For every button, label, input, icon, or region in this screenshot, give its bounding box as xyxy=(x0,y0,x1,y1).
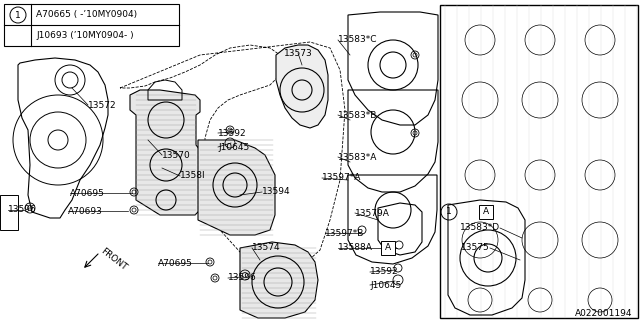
Text: 13597*A: 13597*A xyxy=(322,173,362,182)
Text: 13596: 13596 xyxy=(8,205,36,214)
Text: 13592: 13592 xyxy=(218,129,246,138)
Text: 13592: 13592 xyxy=(370,268,399,276)
Text: J10645: J10645 xyxy=(370,281,401,290)
Polygon shape xyxy=(276,45,328,128)
Text: A: A xyxy=(385,244,391,252)
Bar xyxy=(479,205,493,219)
Bar xyxy=(4,4,179,46)
Text: A70665 ( -’10MY0904): A70665 ( -’10MY0904) xyxy=(36,10,137,19)
Text: A022001194: A022001194 xyxy=(575,308,632,317)
Text: 13596: 13596 xyxy=(228,274,257,283)
Text: 13588A: 13588A xyxy=(338,244,373,252)
Text: 13575: 13575 xyxy=(461,244,490,252)
Polygon shape xyxy=(198,140,275,235)
Text: A70695: A70695 xyxy=(70,188,105,197)
Text: 13597*B: 13597*B xyxy=(325,228,364,237)
Polygon shape xyxy=(130,90,200,215)
Bar xyxy=(381,241,395,255)
Text: A: A xyxy=(483,207,489,217)
Text: 1: 1 xyxy=(15,11,21,20)
Text: 13583*A: 13583*A xyxy=(338,153,378,162)
Polygon shape xyxy=(240,242,318,318)
Text: A70693: A70693 xyxy=(68,206,103,215)
Text: FRONT: FRONT xyxy=(99,246,129,272)
Text: 13573: 13573 xyxy=(284,49,312,58)
Text: 13594: 13594 xyxy=(262,188,291,196)
Text: 13572: 13572 xyxy=(88,100,116,109)
Text: 13583*C: 13583*C xyxy=(338,36,378,44)
Text: 13574: 13574 xyxy=(252,244,280,252)
Text: 1358I: 1358I xyxy=(180,172,205,180)
Text: 13570: 13570 xyxy=(162,150,191,159)
Text: J10693 (’10MY0904- ): J10693 (’10MY0904- ) xyxy=(36,30,134,39)
Text: 13583*B: 13583*B xyxy=(338,110,378,119)
Text: 13583*D: 13583*D xyxy=(460,223,500,233)
Text: 1: 1 xyxy=(446,207,452,217)
Text: A70695: A70695 xyxy=(158,259,193,268)
Text: 13579A: 13579A xyxy=(355,209,390,218)
Text: J10645: J10645 xyxy=(218,142,249,151)
